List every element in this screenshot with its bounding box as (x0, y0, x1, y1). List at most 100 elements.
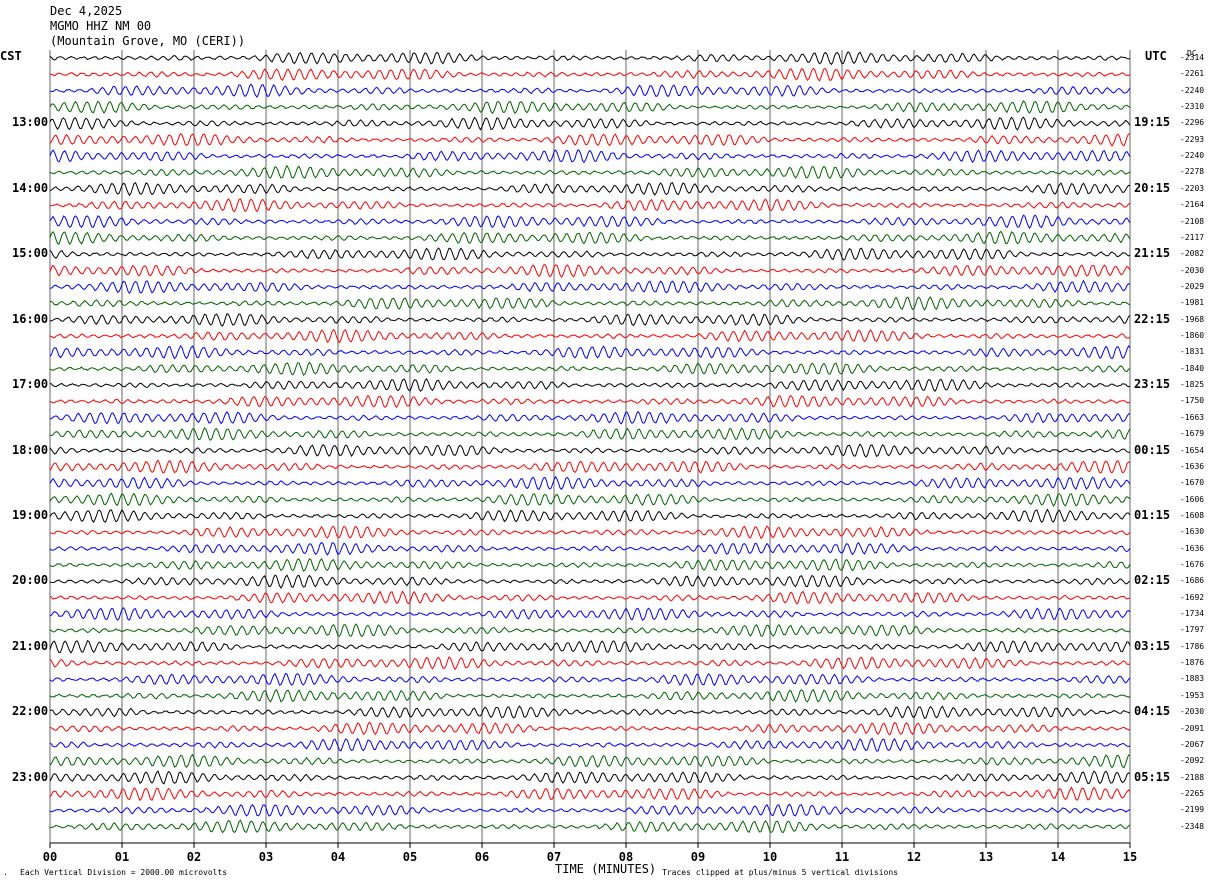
utc-hour-label: 23:15 (1134, 377, 1171, 392)
trace-row-14 (49, 279, 1131, 295)
utc-hour-label: 19:15 (1134, 115, 1171, 130)
dc-offset-label: -1692 (1180, 592, 1205, 602)
dc-offset-label: -2310 (1180, 102, 1205, 112)
trace-row-38 (49, 672, 1131, 687)
trace-row-25 (49, 459, 1131, 474)
dc-offset-label: -1606 (1180, 494, 1205, 504)
utc-hour-label: 22:15 (1134, 311, 1171, 326)
plot-date: Dec 4,2025 (50, 4, 123, 18)
trace-row-32 (49, 574, 1131, 589)
cst-hour-label: 22:00 (12, 704, 49, 719)
trace-row-17 (49, 328, 1131, 344)
x-tick-label: 09 (691, 850, 705, 864)
dc-offset-label: -1663 (1180, 412, 1205, 422)
trace-row-16 (49, 312, 1131, 327)
dc-offset-label: -1608 (1180, 510, 1205, 520)
trace-row-27 (49, 492, 1131, 507)
dc-offset-label: -1734 (1180, 609, 1205, 619)
corner-mark: . (3, 868, 8, 877)
trace-row-4 (49, 116, 1131, 131)
dc-offset-label: -1636 (1180, 543, 1205, 553)
dc-offset-label: -2203 (1180, 183, 1205, 193)
dc-offset-label: -1679 (1180, 429, 1205, 439)
utc-hour-label: 04:15 (1134, 704, 1171, 719)
trace-row-47 (49, 819, 1131, 834)
trace-row-21 (49, 394, 1131, 409)
dc-offset-label: -1840 (1180, 363, 1205, 373)
dc-offset-label: -1831 (1180, 347, 1205, 357)
cst-hour-label: 16:00 (12, 311, 49, 326)
x-axis-ticks: 00 01 02 03 04 05 06 07 08 09 10 11 12 13 14 15 (43, 843, 1137, 864)
station-code: MGMO HHZ NM 00 (50, 19, 152, 33)
trace-row-15 (49, 296, 1131, 311)
trace-row-23 (49, 427, 1131, 441)
x-tick-label: 07 (547, 850, 561, 864)
x-tick-label: 08 (619, 850, 633, 864)
trace-row-1 (49, 67, 1131, 82)
trace-row-13 (49, 263, 1131, 279)
trace-row-5 (49, 132, 1130, 147)
utc-hour-label: 00:15 (1134, 442, 1171, 457)
trace-row-19 (49, 361, 1131, 377)
trace-row-44 (49, 770, 1131, 785)
trace-row-35 (49, 623, 1131, 638)
x-tick-label: 10 (763, 850, 777, 864)
dc-offset-label: -1670 (1180, 478, 1205, 488)
utc-hour-label: 03:15 (1134, 638, 1171, 653)
cst-hour-label: 20:00 (12, 573, 49, 588)
trace-row-8 (49, 181, 1131, 197)
dc-offset-label: -2293 (1180, 134, 1205, 144)
dc-offset-label: -2265 (1180, 788, 1205, 798)
trace-row-45 (49, 786, 1131, 802)
utc-hour-label: 21:15 (1134, 246, 1171, 261)
x-tick-label: 02 (187, 850, 201, 864)
dc-offset-label: -2164 (1180, 200, 1205, 210)
dc-offset-label: -1825 (1180, 380, 1205, 390)
cst-hour-label: 14:00 (12, 180, 49, 195)
clip-note: Traces clipped at plus/minus 5 vertical … (662, 868, 899, 877)
trace-row-12 (49, 247, 1131, 261)
trace-row-18 (49, 344, 1131, 360)
trace-row-28 (49, 508, 1131, 524)
trace-row-46 (49, 803, 1131, 817)
minute-gridlines (49, 50, 1131, 844)
dc-offset-label: -2091 (1180, 723, 1205, 733)
utc-zone-label: UTC (1145, 49, 1167, 63)
dc-offset-label: -1860 (1180, 331, 1205, 341)
utc-hour-label: 01:15 (1134, 507, 1171, 522)
trace-row-9 (49, 198, 1131, 213)
trace-row-37 (49, 656, 1130, 671)
dc-offset-label: -2296 (1180, 118, 1205, 128)
cst-hour-label: 18:00 (12, 442, 49, 457)
dc-offset-label: -1883 (1180, 674, 1205, 684)
trace-row-34 (49, 607, 1131, 621)
trace-row-33 (49, 590, 1131, 605)
trace-row-11 (49, 230, 1131, 246)
x-tick-label: 01 (115, 850, 129, 864)
station-location: (Mountain Grove, MO (CERI)) (50, 34, 246, 48)
dc-offset-label: -2082 (1180, 249, 1205, 259)
dc-offset-label: -1630 (1180, 527, 1205, 537)
dc-offset-label: -2030 (1180, 707, 1205, 717)
trace-row-36 (49, 639, 1131, 654)
dc-offset-label: -2092 (1180, 756, 1205, 766)
dc-offset-label: -1876 (1180, 658, 1205, 668)
cst-hour-label: 23:00 (12, 769, 49, 784)
dc-offset-label: -1981 (1180, 298, 1205, 308)
cst-hour-label: 19:00 (12, 507, 49, 522)
seismic-traces (49, 51, 1131, 834)
trace-row-10 (49, 214, 1131, 230)
x-tick-label: 13 (979, 850, 993, 864)
x-tick-label: 04 (331, 850, 345, 864)
dc-offset-label: -1636 (1180, 461, 1205, 471)
cst-hour-label: 17:00 (12, 377, 49, 392)
x-tick-label: 03 (259, 850, 273, 864)
dc-offset-label: -2030 (1180, 265, 1205, 275)
dc-offset-label: -1968 (1180, 314, 1205, 324)
dc-offset-label: -2108 (1180, 216, 1205, 226)
x-tick-label: 12 (907, 850, 921, 864)
trace-row-30 (49, 541, 1131, 556)
trace-row-42 (49, 737, 1131, 752)
scale-note: Each Vertical Division = 2000.00 microvo… (20, 868, 228, 877)
